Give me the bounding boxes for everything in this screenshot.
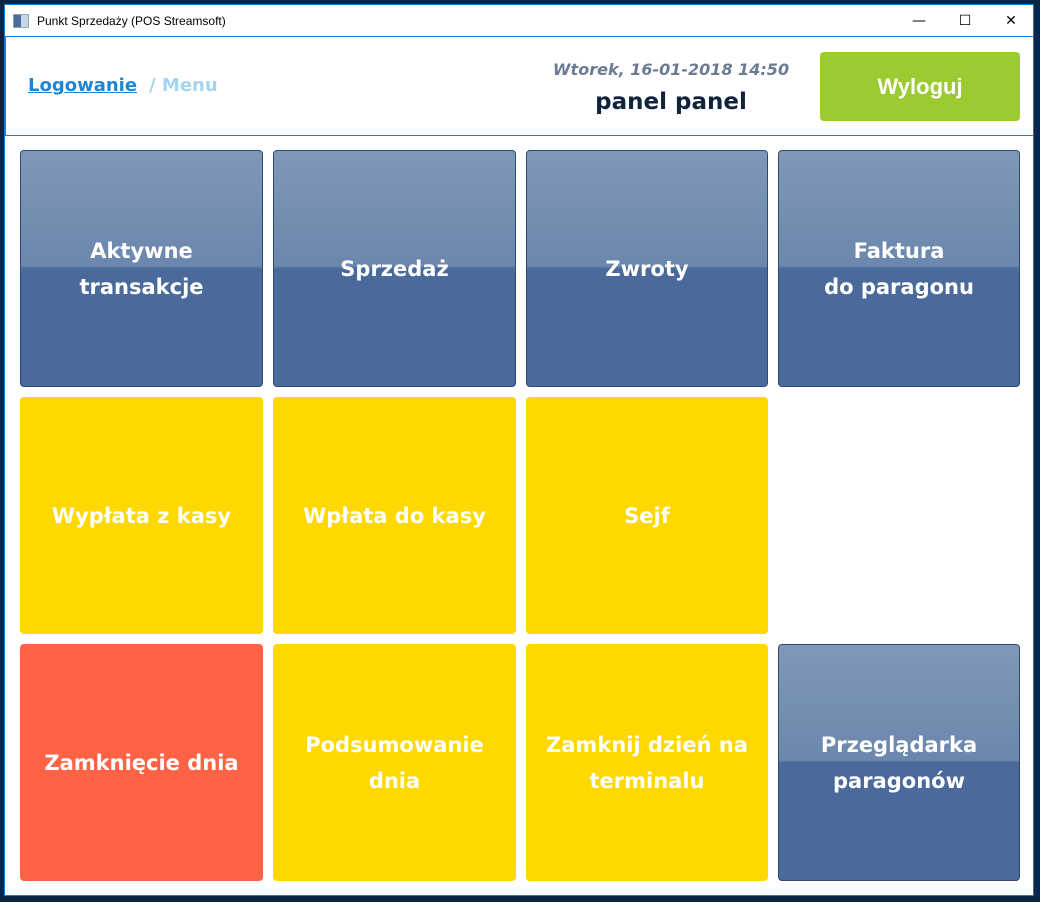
tile-zwroty[interactable]: Zwroty	[526, 150, 768, 387]
breadcrumb-logowanie-link[interactable]: Logowanie	[28, 75, 138, 96]
datetime: Wtorek, 16-01-2018 14:50	[552, 60, 790, 79]
minimize-button[interactable]: —	[912, 12, 926, 29]
tile-sprzedaz[interactable]: Sprzedaż	[273, 150, 516, 387]
breadcrumb-current: / Menu	[149, 75, 218, 96]
header: Logowanie / Menu Wtorek, 16-01-2018 14:50…	[5, 36, 1033, 136]
tile-zamknij-dzien-na-terminalu[interactable]: Zamknij dzień na terminalu	[526, 644, 768, 881]
title-bar: Punkt Sprzedaży (POS Streamsoft) — ☐ ✕	[5, 5, 1033, 36]
user-name: panel panel	[595, 89, 747, 115]
tile-aktywne-transakcje[interactable]: Aktywne transakcje	[20, 150, 263, 387]
tile-przegladarka-paragonow[interactable]: Przeglądarka paragonów	[778, 644, 1020, 881]
tile-wyplata-z-kasy[interactable]: Wypłata z kasy	[20, 397, 263, 634]
logout-button[interactable]: Wyloguj	[820, 52, 1020, 121]
app-icon	[13, 13, 29, 28]
tile-podsumowanie-dnia[interactable]: Podsumowanie dnia	[273, 644, 516, 881]
tile-zamkniecie-dnia[interactable]: Zamknięcie dnia	[20, 644, 263, 881]
tile-sejf[interactable]: Sejf	[526, 397, 768, 634]
tile-faktura-do-paragonu[interactable]: Faktura do paragonu	[778, 150, 1020, 387]
tile-wplata-do-kasy[interactable]: Wpłata do kasy	[273, 397, 516, 634]
close-button[interactable]: ✕	[1005, 12, 1017, 29]
breadcrumb: Logowanie / Menu	[28, 75, 218, 96]
window-title: Punkt Sprzedaży (POS Streamsoft)	[37, 13, 226, 28]
app-window: Punkt Sprzedaży (POS Streamsoft) — ☐ ✕ L…	[4, 4, 1034, 896]
maximize-button[interactable]: ☐	[958, 12, 972, 29]
